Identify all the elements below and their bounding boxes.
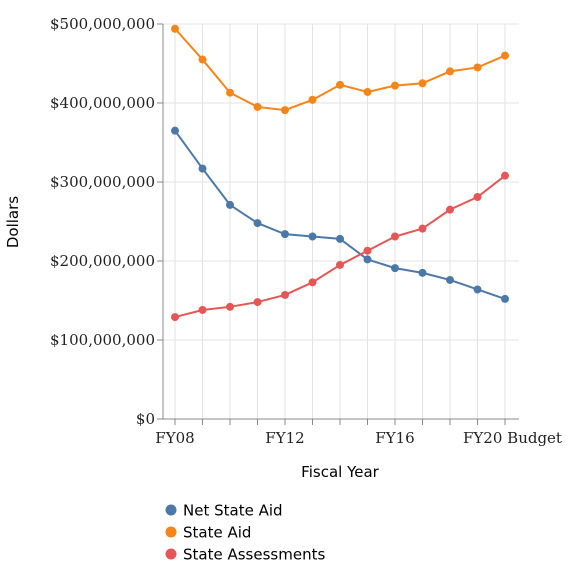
y-tick-label: $300,000,000: [50, 173, 155, 191]
state-assessments-point: [253, 298, 262, 307]
state-aid-point: [391, 81, 399, 90]
state-assessments-point: [336, 260, 344, 269]
state-aid-point: [198, 55, 207, 64]
legend-item-net-state-aid: Net State Aid: [165, 502, 283, 520]
legend-marker: [165, 526, 177, 538]
net-state-aid-point: [253, 219, 262, 228]
state-assessments-point: [418, 224, 427, 233]
state-assessments-point: [501, 171, 509, 180]
net-state-aid-point: [473, 285, 482, 294]
legend-label: Net State Aid: [183, 502, 283, 520]
legend-label: State Assessments: [183, 546, 325, 564]
legend: Net State Aid State Aid State Assessments: [165, 502, 325, 564]
state-aid-point: [446, 67, 454, 76]
legend-label: State Aid: [183, 524, 251, 542]
net-state-aid-point: [171, 126, 179, 135]
y-axis-title: Dollars: [4, 196, 22, 248]
state-aid-point: [473, 63, 482, 72]
state-aid-point: [226, 88, 234, 97]
state-aid-point: [363, 87, 372, 96]
net-state-aid-point: [281, 230, 289, 239]
y-tick-label: $500,000,000: [50, 15, 155, 33]
legend-item-state-assessments: State Assessments: [165, 546, 325, 564]
x-tick-label: FY20 Budget: [463, 429, 562, 447]
axes: $0 $100,000,000 $200,000,000 $300,000,000 $4…: [50, 15, 562, 447]
state-aid-point: [308, 95, 317, 104]
y-tick-label: $200,000,000: [50, 252, 155, 270]
series-points: [171, 24, 509, 322]
state-assessments-point: [473, 193, 482, 202]
x-tick-label: FY08: [155, 429, 194, 447]
state-assessments-point: [446, 205, 454, 214]
x-tick-label: FY16: [375, 429, 414, 447]
state-aid-point: [418, 79, 427, 88]
net-state-aid-point: [501, 294, 509, 303]
state-aid-point: [501, 51, 509, 60]
net-state-aid-point: [363, 255, 372, 264]
net-state-aid-point: [308, 232, 317, 241]
net-state-aid-point: [391, 264, 399, 273]
y-tick-label: $400,000,000: [50, 94, 155, 112]
legend-marker: [165, 504, 177, 516]
state-assessments-point: [391, 232, 399, 241]
legend-marker: [165, 548, 177, 560]
x-tick-label: FY12: [265, 429, 304, 447]
x-axis-title: Fiscal Year: [301, 463, 379, 481]
state-aid-point: [281, 106, 289, 115]
legend-item-state-aid: State Aid: [165, 524, 251, 542]
net-state-aid-point: [418, 268, 427, 277]
state-assessments-point: [363, 246, 372, 255]
state-assessments-point: [226, 302, 234, 311]
state-aid-point: [171, 24, 179, 33]
state-assessments-point: [281, 290, 289, 299]
state-assessments-point: [198, 305, 207, 314]
state-aid-point: [253, 102, 262, 111]
net-state-aid-point: [198, 164, 207, 173]
net-state-aid-point: [446, 275, 454, 284]
y-tick-label: $100,000,000: [50, 331, 155, 349]
state-assessments-point: [308, 278, 317, 287]
y-tick-label: $0: [136, 410, 155, 428]
net-state-aid-point: [336, 234, 344, 243]
net-state-aid-point: [226, 200, 234, 209]
state-aid-point: [336, 80, 344, 89]
state-assessments-point: [171, 313, 179, 322]
